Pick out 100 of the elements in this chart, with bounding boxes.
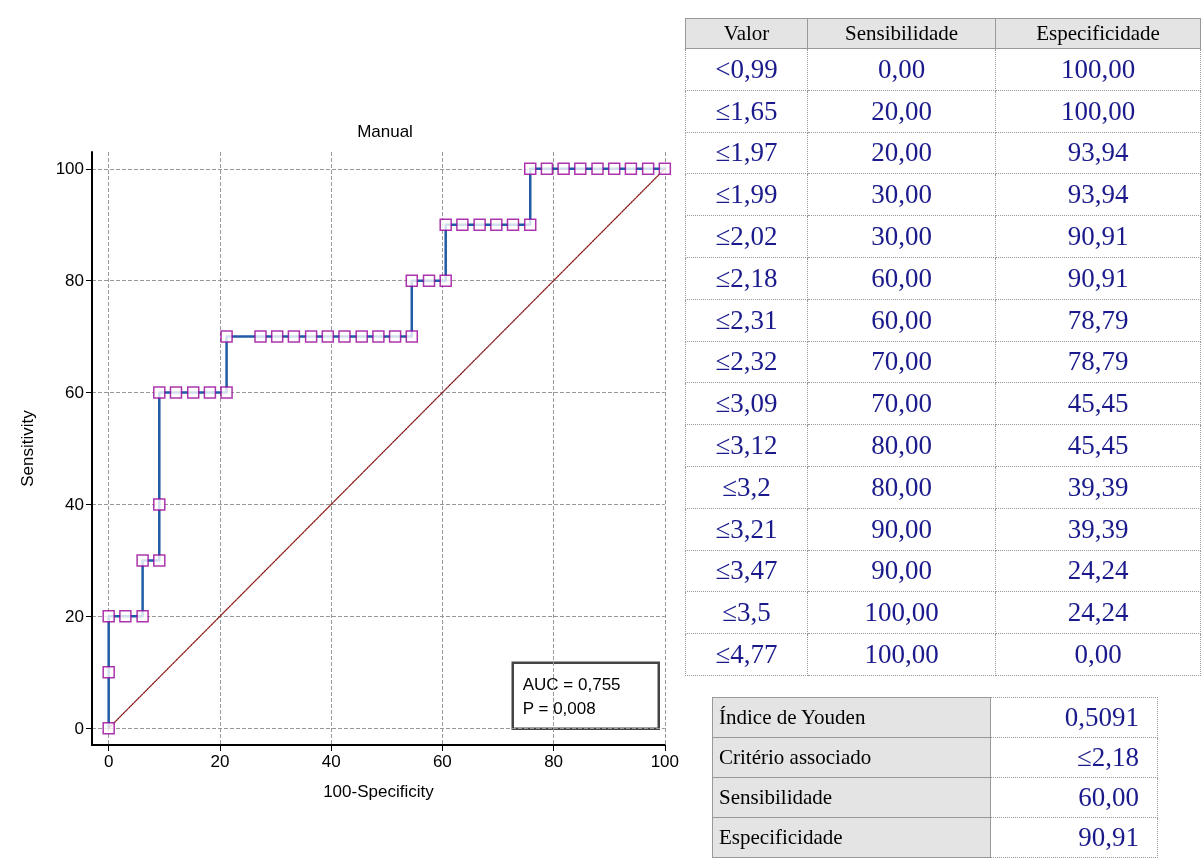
point (153, 498, 166, 511)
point (304, 330, 318, 343)
point (422, 274, 436, 287)
point (220, 330, 233, 343)
category-label: Critério associado (719, 745, 872, 769)
text: 90,91 (995, 257, 1201, 300)
text: 90,00 (807, 550, 996, 592)
text: ≤3,12 (685, 424, 808, 467)
text: 20,00 (807, 132, 996, 174)
x-tick-label: 100 (650, 752, 680, 771)
point (624, 162, 638, 176)
text: 24,24 (995, 550, 1201, 592)
point (254, 330, 267, 343)
y-tick-label: 20 (65, 606, 84, 626)
text: ≤3,47 (685, 550, 808, 592)
point (405, 330, 419, 343)
text: 80,00 (807, 466, 996, 509)
text: 100,00 (995, 48, 1201, 91)
chart-title: Manual (357, 122, 413, 141)
text: ≤3,5 (685, 591, 808, 634)
text: 30,00 (807, 173, 996, 216)
point (102, 721, 115, 735)
point (119, 610, 132, 623)
point (439, 218, 452, 231)
text: ≤2,18 (990, 737, 1158, 778)
point (591, 162, 604, 176)
y-tick-label: 100 (55, 159, 84, 179)
text: ≤2,18 (685, 257, 808, 300)
category-label: Valor (685, 18, 808, 49)
category-label: Sensibilidade (719, 785, 833, 809)
point (169, 386, 183, 399)
text: ≤1,99 (685, 173, 808, 216)
text: 30,00 (807, 215, 996, 258)
category-label: Índice de Youden (719, 705, 866, 729)
text: 39,39 (995, 466, 1201, 509)
point (203, 386, 217, 399)
x-tick-label: 60 (432, 752, 452, 771)
point (270, 330, 284, 343)
point (506, 218, 520, 231)
text: 20,00 (807, 90, 996, 133)
point (372, 330, 385, 343)
text: 70,00 (807, 341, 996, 383)
category-label: Especificidade (719, 825, 843, 849)
text: 60,00 (807, 299, 996, 342)
text: 90,91 (995, 215, 1201, 258)
annotation: AUC = 0,755 (522, 675, 621, 695)
point (321, 330, 335, 343)
text: ≤3,2 (685, 466, 808, 509)
text: 78,79 (995, 299, 1201, 342)
y-tick-label: 40 (65, 494, 84, 514)
text: ≤1,97 (685, 132, 808, 174)
text: 100,00 (995, 90, 1201, 133)
point (557, 162, 570, 176)
point (439, 274, 452, 287)
y-tick-label: 80 (65, 271, 84, 291)
text: 45,45 (995, 382, 1201, 425)
point (405, 274, 419, 287)
text: ≤1,65 (685, 90, 808, 133)
text: 0,00 (807, 48, 996, 91)
point (523, 218, 537, 231)
y-tick-label: 0 (74, 718, 84, 738)
text: 60,00 (990, 777, 1158, 818)
point (388, 330, 402, 343)
y-tick-label: 60 (65, 383, 84, 403)
point (355, 330, 368, 343)
text: ≤2,02 (685, 215, 808, 258)
x-axis-title: 100-Specificity (323, 782, 435, 801)
point (641, 162, 655, 176)
x-tick-label: 20 (210, 752, 230, 771)
text: 93,94 (995, 173, 1201, 216)
text: 0,5091 (990, 697, 1158, 738)
point (220, 386, 233, 399)
x-tick-label: 80 (544, 752, 564, 771)
y-axis-title: Sensitivity (18, 409, 37, 487)
point (136, 554, 149, 567)
text: 70,00 (807, 382, 996, 425)
point (153, 386, 166, 399)
category-label: Sensibilidade (807, 18, 996, 49)
point (456, 218, 469, 231)
text: 24,24 (995, 591, 1201, 634)
annotation: P = 0,008 (522, 699, 596, 719)
point (102, 610, 115, 623)
text: ≤3,21 (685, 508, 808, 551)
text: ≤2,32 (685, 341, 808, 383)
text: 60,00 (807, 257, 996, 300)
point (186, 386, 200, 399)
text: 100,00 (807, 591, 996, 634)
category-label: Especificidade (995, 18, 1201, 49)
text: 90,91 (990, 817, 1158, 858)
point (523, 162, 537, 176)
text: 78,79 (995, 341, 1201, 383)
text: 39,39 (995, 508, 1201, 551)
text: <0,99 (685, 48, 808, 91)
point (153, 554, 166, 567)
text: 45,45 (995, 424, 1201, 467)
text: 93,94 (995, 132, 1201, 174)
point (658, 162, 672, 176)
text: ≤3,09 (685, 382, 808, 425)
x-tick-label: 40 (321, 752, 341, 771)
x-tick-label: 0 (103, 752, 114, 771)
